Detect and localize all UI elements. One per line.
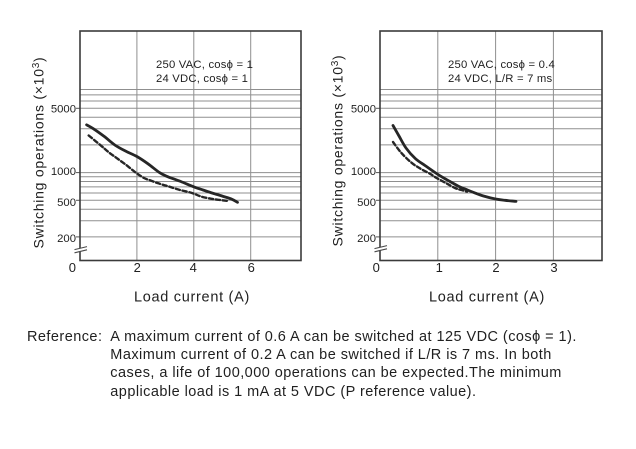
svg-text:Switching operations (×103): Switching operations (×103) — [330, 55, 346, 247]
svg-text:24 VDC, cosϕ = 1: 24 VDC, cosϕ = 1 — [156, 73, 248, 85]
svg-text:200: 200 — [357, 233, 376, 245]
svg-text:Load current (A): Load current (A) — [429, 290, 545, 306]
svg-text:500: 500 — [357, 197, 376, 209]
svg-text:24 VDC, L/R = 7 ms: 24 VDC, L/R = 7 ms — [448, 73, 553, 85]
svg-text:4: 4 — [190, 260, 197, 275]
svg-text:2: 2 — [134, 260, 141, 275]
svg-text:Switching operations (×103): Switching operations (×103) — [31, 57, 47, 249]
svg-text:500: 500 — [57, 197, 76, 209]
svg-text:0: 0 — [373, 260, 380, 275]
svg-text:5000: 5000 — [51, 103, 76, 115]
svg-text:1000: 1000 — [51, 166, 76, 178]
svg-text:5000: 5000 — [351, 103, 376, 115]
svg-text:200: 200 — [57, 233, 76, 245]
svg-text:1000: 1000 — [351, 166, 376, 178]
svg-text:0: 0 — [69, 260, 76, 275]
svg-text:2: 2 — [492, 260, 499, 275]
svg-text:3: 3 — [550, 260, 557, 275]
svg-text:1: 1 — [436, 260, 443, 275]
svg-text:250 VAC, cosϕ = 1: 250 VAC, cosϕ = 1 — [156, 59, 253, 71]
svg-text:Load current (A): Load current (A) — [134, 290, 250, 306]
svg-text:250 VAC, cosϕ = 0.4: 250 VAC, cosϕ = 0.4 — [448, 59, 555, 71]
svg-text:6: 6 — [248, 260, 255, 275]
